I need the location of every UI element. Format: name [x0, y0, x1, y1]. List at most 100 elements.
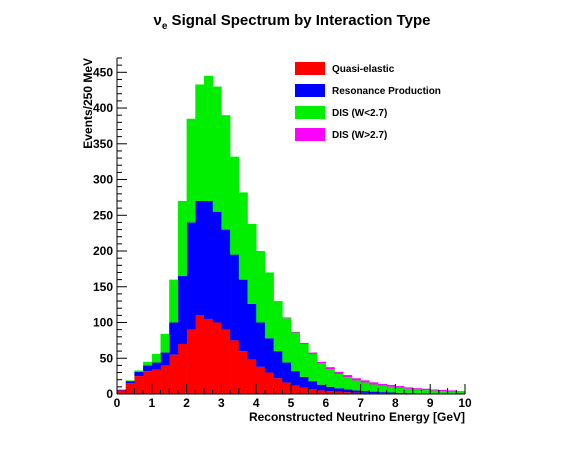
bar [317, 384, 327, 391]
bar [117, 389, 126, 391]
bar [343, 375, 353, 378]
bar [421, 390, 431, 394]
x-tick-label: 8 [392, 396, 399, 410]
bar [343, 389, 353, 393]
title-subscript: e [162, 21, 168, 32]
y-tick-label: 300 [93, 173, 113, 187]
title-text: Signal Spectrum by Interaction Type [167, 12, 430, 29]
series-2 [117, 200, 466, 394]
bar [299, 387, 309, 394]
bar [151, 353, 161, 363]
bar [256, 322, 266, 367]
x-axis-label: Reconstructed Neutrino Energy [GeV] [249, 410, 465, 424]
bar [117, 390, 126, 394]
legend-label: Quasi-elastic [332, 64, 395, 75]
chart-title: νe Signal Spectrum by Interaction Type [153, 12, 430, 32]
x-tick-label: 0 [114, 396, 121, 410]
bar [195, 84, 205, 201]
legend: Quasi-elastic Resonance Production DIS (W<… [295, 62, 441, 141]
bar [334, 388, 344, 392]
bar [134, 376, 144, 394]
bar [230, 254, 240, 341]
bar [221, 329, 231, 394]
legend-swatch [295, 62, 325, 75]
bar [334, 371, 344, 374]
y-tick-label: 200 [93, 244, 113, 258]
bar [308, 353, 318, 382]
bar [343, 377, 353, 390]
bar [412, 393, 422, 394]
bar [256, 251, 266, 323]
legend-swatch [295, 84, 325, 97]
bar [317, 390, 327, 394]
bar [169, 279, 179, 323]
bar [238, 351, 248, 394]
x-tick-label: 7 [357, 396, 364, 410]
bar [404, 393, 414, 394]
bar [438, 391, 448, 394]
bar [325, 391, 335, 394]
y-tick-label: 450 [93, 65, 113, 79]
bar [334, 373, 344, 389]
bar [264, 272, 274, 339]
bar [360, 380, 370, 383]
bar [221, 229, 231, 330]
bar [299, 342, 309, 344]
bar [291, 371, 300, 386]
bar [369, 391, 379, 394]
bar [291, 385, 300, 394]
bar [125, 381, 135, 384]
bar [334, 391, 344, 394]
bar [143, 365, 153, 372]
bar [291, 332, 300, 372]
series-1 [117, 315, 466, 394]
bar [221, 115, 231, 230]
bar [151, 362, 161, 370]
bar [395, 392, 405, 394]
bar [430, 390, 440, 394]
bar [282, 382, 292, 394]
bar [204, 318, 213, 394]
x-tick-label: 3 [218, 396, 225, 410]
bar [125, 380, 135, 382]
bar [456, 391, 466, 392]
histogram-bars [117, 75, 466, 394]
bar [212, 211, 222, 323]
bar [456, 391, 466, 394]
bar [351, 380, 361, 391]
bar [143, 371, 153, 394]
bar [378, 383, 387, 386]
bar [291, 331, 300, 333]
x-tick-label: 9 [427, 396, 434, 410]
bar [195, 315, 205, 394]
legend-label: DIS (W<2.7) [332, 108, 387, 119]
bar [238, 192, 248, 280]
bar [169, 322, 179, 355]
x-tick-label: 5 [288, 396, 295, 410]
bar [325, 368, 335, 387]
bar [351, 392, 361, 394]
bar [421, 388, 431, 391]
bar [447, 391, 457, 394]
y-axis-label: Events/250 MeV [81, 58, 95, 149]
bar [204, 200, 213, 319]
bar [212, 86, 222, 212]
bar [282, 317, 292, 319]
bar [230, 156, 240, 255]
bar [212, 322, 222, 394]
x-tick-label: 10 [458, 396, 472, 410]
bar [299, 376, 309, 388]
bar [247, 223, 257, 304]
bar [247, 303, 257, 360]
legend-swatch [295, 106, 325, 119]
bar [308, 388, 318, 394]
bar [404, 387, 414, 389]
bar [412, 388, 422, 390]
y-tick-label: 100 [93, 316, 113, 330]
bar [256, 366, 266, 394]
bar [404, 388, 414, 394]
y-tick-label: 150 [93, 280, 113, 294]
legend-label: DIS (W>2.7) [332, 130, 387, 141]
bar [186, 329, 196, 394]
bar [186, 222, 196, 330]
